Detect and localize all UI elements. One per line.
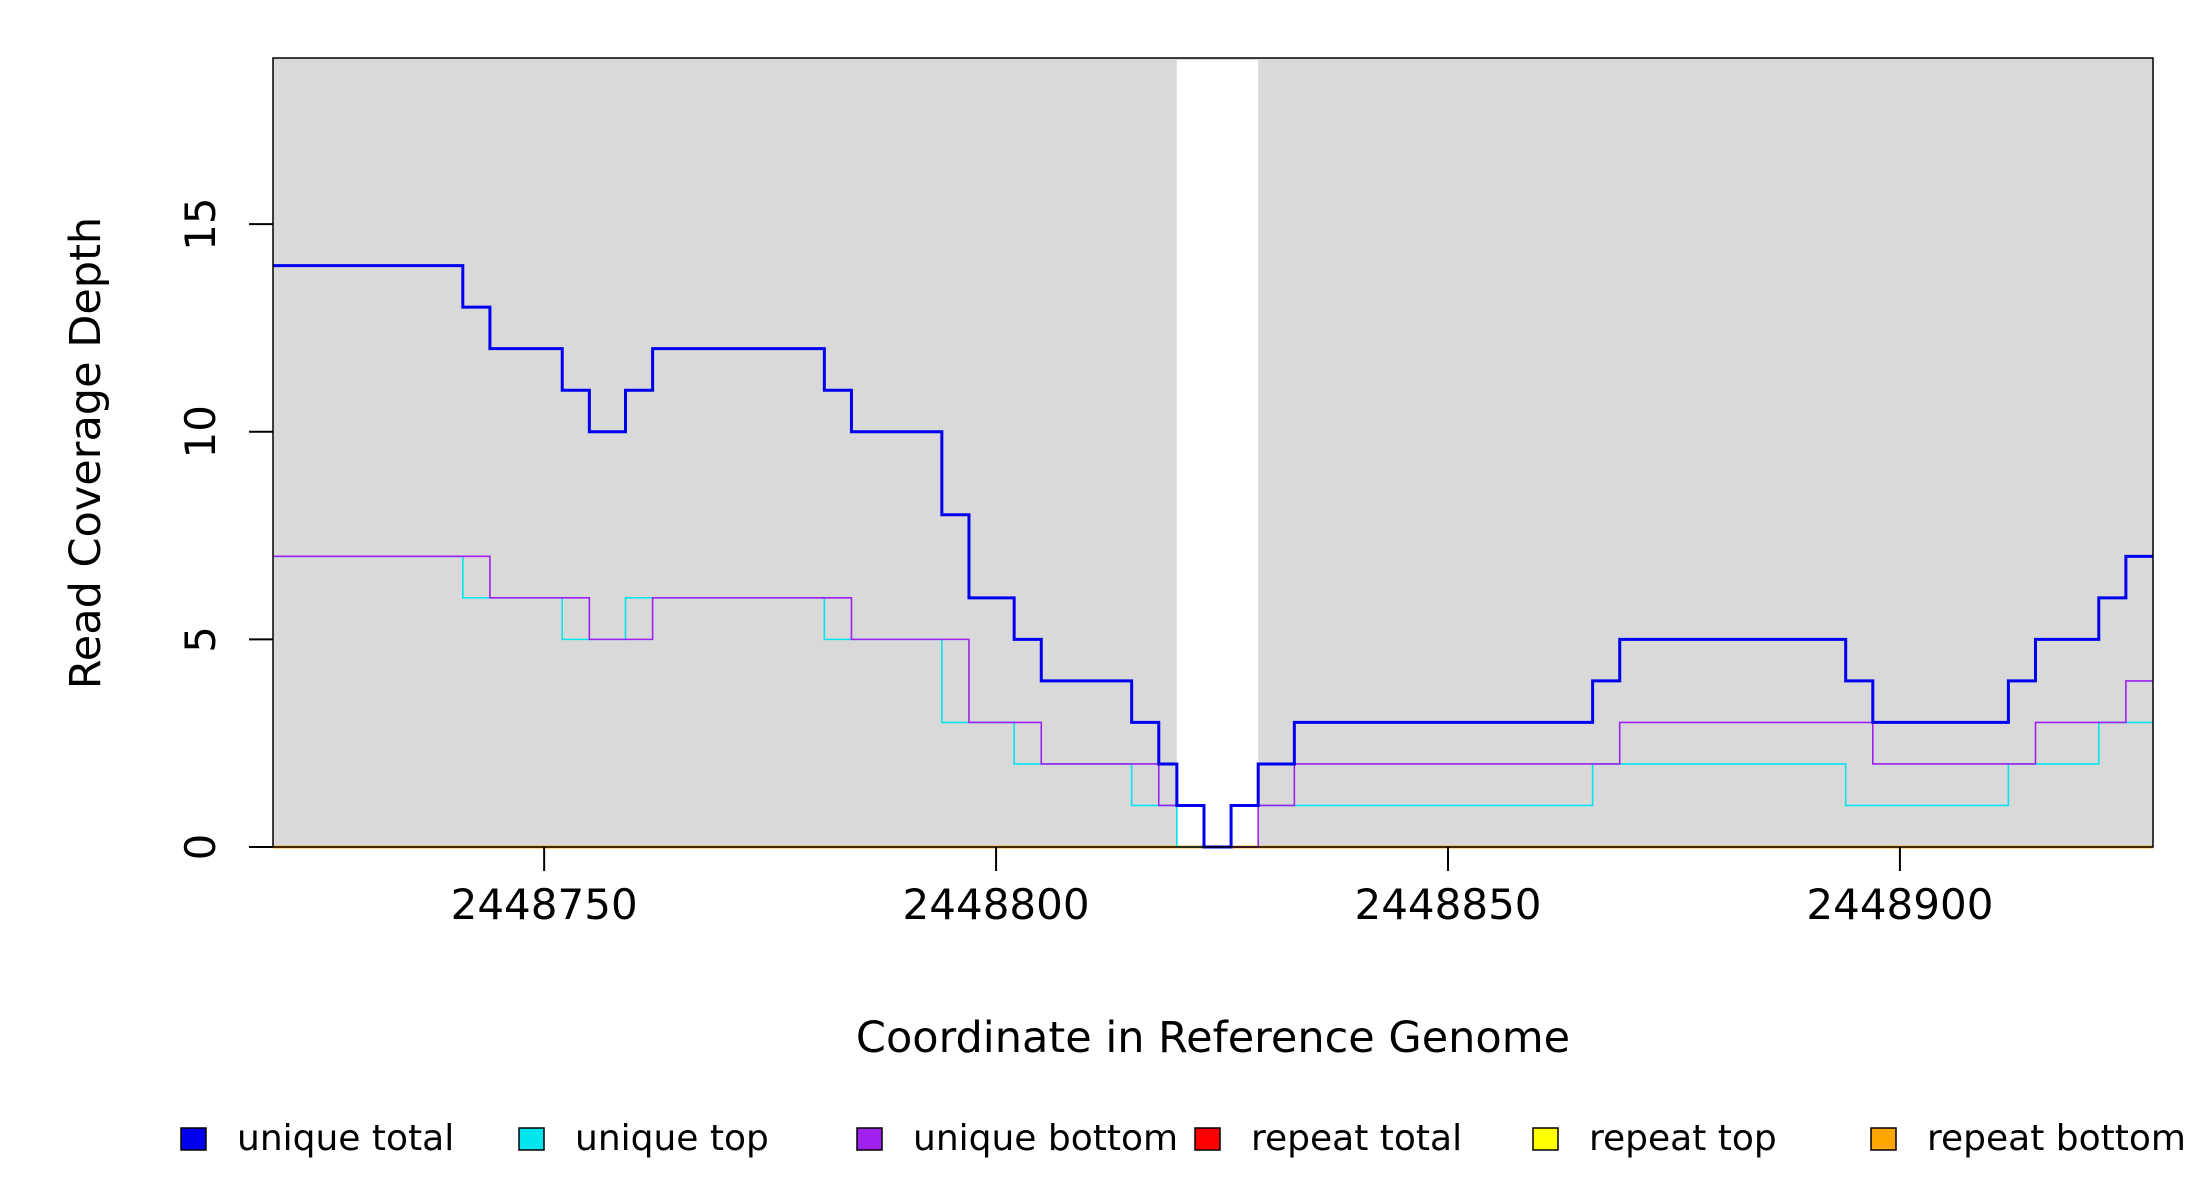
unshaded-region <box>1176 60 1259 847</box>
legend-label: repeat top <box>1589 1118 1777 1159</box>
legend-item-repeat-top: repeat top <box>1532 1118 1777 1159</box>
legend-item-repeat-total: repeat total <box>1194 1118 1462 1159</box>
legend-swatch <box>180 1127 207 1151</box>
x-tick-label: 2448750 <box>451 880 638 929</box>
x-axis-label: Coordinate in Reference Genome <box>856 1013 1570 1063</box>
x-tick-label: 2448800 <box>903 880 1090 929</box>
plot-frame <box>272 57 2154 848</box>
legend-item-unique-bottom: unique bottom <box>856 1118 1178 1159</box>
legend-item-unique-top: unique top <box>518 1118 769 1159</box>
series-line-unique-total <box>273 264 2153 849</box>
legend-label: repeat bottom <box>1927 1118 2186 1159</box>
legend-swatch <box>1870 1127 1897 1151</box>
legend-label: repeat total <box>1251 1118 1462 1159</box>
legend-item-unique-total: unique total <box>180 1118 454 1159</box>
axes: 2448750 2448800 2448850 2448900 0 5 10 15 <box>176 57 2154 929</box>
y-tick-label: 10 <box>176 405 225 458</box>
legend-swatch <box>856 1127 883 1151</box>
y-axis-label: Read Coverage Depth <box>61 217 111 689</box>
plot-background <box>273 58 2153 847</box>
legend-label: unique total <box>237 1118 454 1159</box>
x-tick-label: 2448850 <box>1354 880 1541 929</box>
x-tick-label: 2448900 <box>1806 880 1993 929</box>
legend: unique total unique top unique bottom repea… <box>180 1118 2186 1159</box>
legend-swatch <box>1532 1127 1559 1151</box>
legend-label: unique bottom <box>913 1118 1178 1159</box>
legend-swatch <box>518 1127 545 1151</box>
y-tick-label: 0 <box>176 834 225 861</box>
legend-swatch <box>1194 1127 1221 1151</box>
y-tick-label: 15 <box>176 197 225 250</box>
y-tick-label: 5 <box>176 626 225 653</box>
legend-label: unique top <box>575 1118 769 1159</box>
legend-item-repeat-bottom: repeat bottom <box>1870 1118 2186 1159</box>
